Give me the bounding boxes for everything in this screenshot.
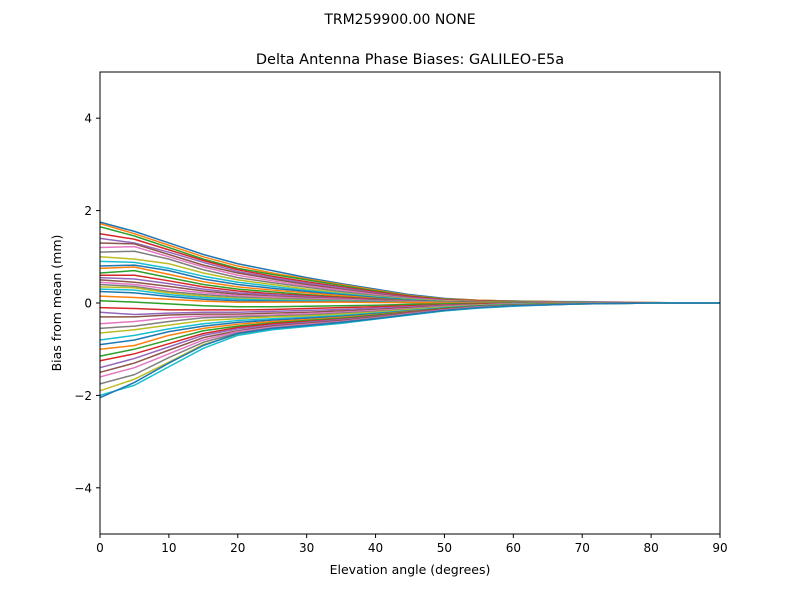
series-line-41 — [99, 302, 720, 399]
x-tick-label: 0 — [96, 541, 104, 555]
x-axis-ticks: 0 10 20 30 40 50 60 70 80 90 — [96, 534, 728, 555]
y-axis-ticks: −4 −2 0 2 4 — [74, 112, 100, 495]
x-tick-label: 70 — [575, 541, 590, 555]
x-tick-label: 50 — [437, 541, 452, 555]
series-lines — [99, 221, 720, 399]
x-tick-label: 40 — [368, 541, 383, 555]
y-tick-label: 4 — [84, 112, 92, 126]
figure-suptitle: TRM259900.00 NONE — [323, 12, 475, 28]
x-tick-label: 20 — [230, 541, 245, 555]
y-tick-label: 0 — [84, 297, 92, 311]
y-axis-label: Bias from mean (mm) — [49, 235, 64, 372]
x-tick-label: 80 — [643, 541, 658, 555]
x-tick-label: 90 — [712, 541, 727, 555]
x-tick-label: 30 — [299, 541, 314, 555]
y-tick-label: 2 — [84, 204, 92, 218]
x-axis-label: Elevation angle (degrees) — [330, 562, 491, 577]
y-tick-label: −4 — [74, 481, 92, 495]
x-tick-label: 60 — [506, 541, 521, 555]
x-tick-label: 10 — [161, 541, 176, 555]
chart-title: Delta Antenna Phase Biases: GALILEO-E5a — [256, 52, 564, 68]
y-tick-label: −2 — [74, 389, 92, 403]
